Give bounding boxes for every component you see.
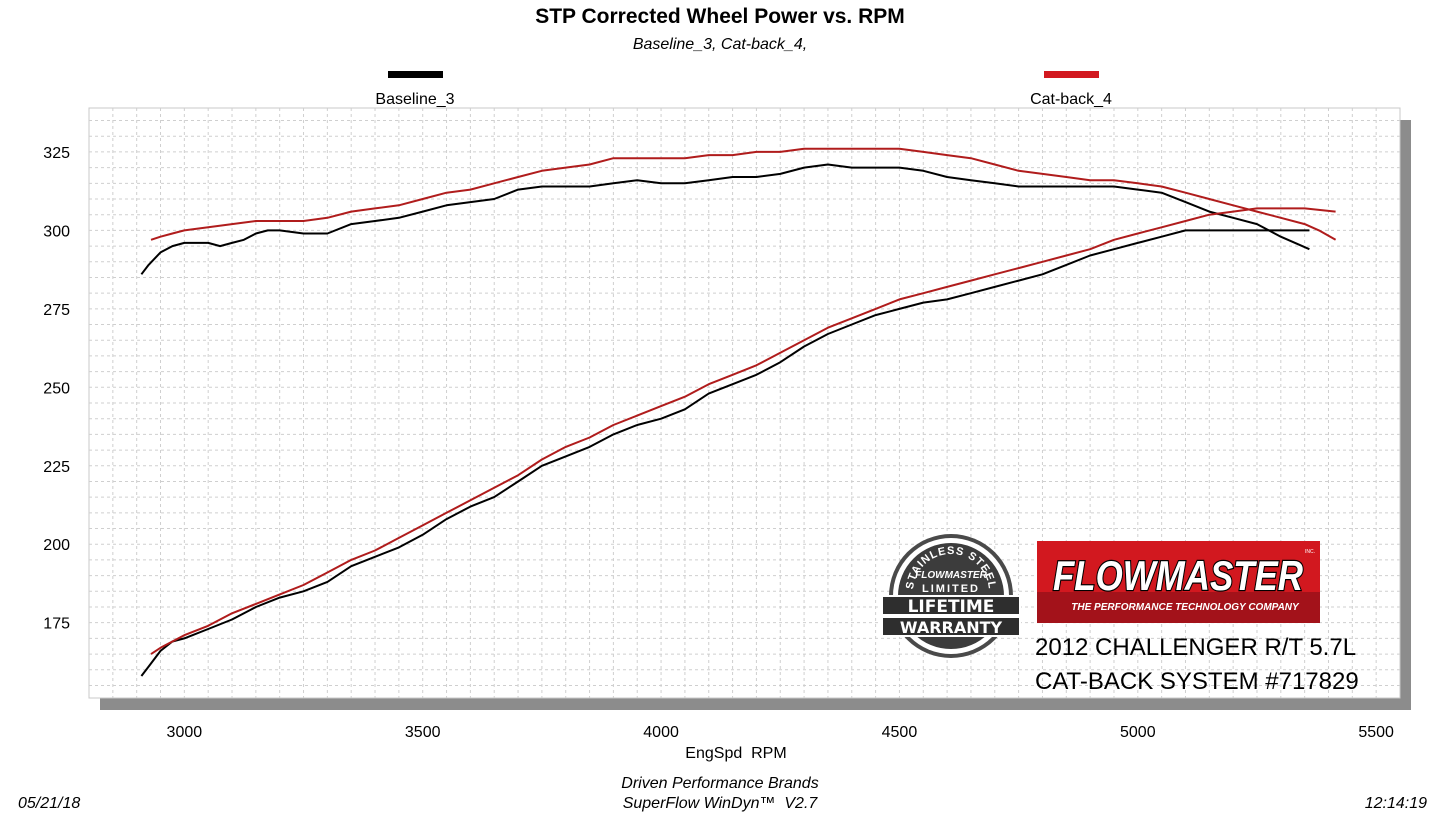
flowmaster-tagline: THE PERFORMANCE TECHNOLOGY COMPANY [1071,602,1300,613]
caption-line-2: CAT-BACK SYSTEM #717829 [1035,668,1359,695]
x-tick-label: 4000 [643,724,679,741]
series-line-cat-back-4-lower [150,207,1336,655]
flowmaster-inc: INC. [1305,549,1315,555]
footer-software: SuperFlow WinDyn™ V2.7 [623,795,819,812]
series-line-baseline-3-upper [140,163,1310,275]
y-tick-label: 250 [43,380,70,397]
footer-company: Driven Performance Brands [621,775,818,792]
series-lines [140,147,1337,677]
badge-limited-text: LIMITED [922,583,980,595]
legend-swatch-baseline [388,71,443,78]
flowmaster-name: FLOWMASTER [1053,552,1304,599]
y-tick-label: 300 [43,223,70,240]
y-tick-label: 275 [43,302,70,319]
x-tick-label: 3000 [167,724,203,741]
series-line-cat-back-4-upper [150,147,1337,241]
footer-time: 12:14:19 [1365,795,1427,812]
x-tick-label: 5500 [1358,724,1394,741]
chart-subtitle: Baseline_3, Cat-back_4, [633,36,807,53]
badge-lifetime-text: LIFETIME [908,597,995,617]
y-tick-label: 200 [43,537,70,554]
y-tick-labels: 175 200 225 250 275 300 325 [43,145,70,633]
x-tick-label: 4500 [882,724,918,741]
badge-warranty-text: WARRANTY [900,618,1003,637]
x-tick-label: 5000 [1120,724,1156,741]
caption-line-1: 2012 CHALLENGER R/T 5.7L [1035,634,1356,661]
x-tick-labels: 3000 3500 4000 4500 5000 5500 [167,724,1395,741]
badge-flowmaster-text: FLOWMASTER [915,570,987,581]
flowmaster-logo: FLOWMASTER THE PERFORMANCE TECHNOLOGY CO… [1037,541,1320,623]
x-axis-label: EngSpd RPM [685,745,786,762]
footer-date: 05/21/18 [18,795,80,812]
legend-swatch-catback [1044,71,1099,78]
legend-label-baseline: Baseline_3 [375,91,454,108]
y-tick-label: 325 [43,145,70,162]
lifetime-warranty-badge: STAINLESS STEEL FLOWMASTER LIMITED LIFET… [881,534,1021,658]
y-tick-label: 225 [43,459,70,476]
series-line-baseline-3-lower [140,229,1310,677]
legend: Baseline_3 Cat-back_4 [375,71,1112,108]
x-tick-label: 3500 [405,724,441,741]
y-tick-label: 175 [43,616,70,633]
chart-title: STP Corrected Wheel Power vs. RPM [535,5,905,28]
legend-label-catback: Cat-back_4 [1030,91,1112,108]
